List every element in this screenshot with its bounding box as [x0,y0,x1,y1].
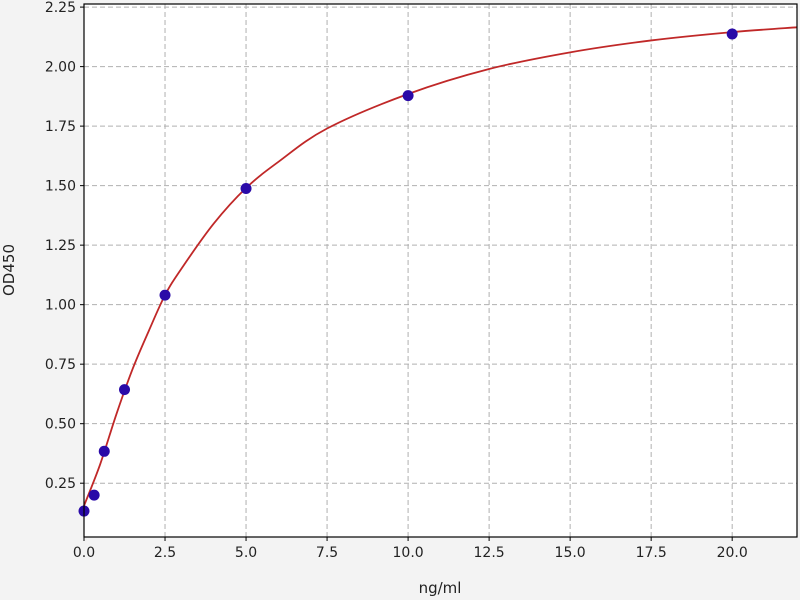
fit-curve [83,26,798,507]
y-tick-label: 1.25 [45,238,76,254]
y-ticks: 0.25 0.50 0.75 1.00 1.25 1.50 1.75 2.00 2.25 [45,0,84,492]
y-tick-label: 1.50 [45,179,76,195]
y-tick-label: 1.00 [45,298,76,314]
data-point [726,28,738,40]
data-point [119,384,131,396]
x-tick-label: 7.5 [316,545,338,561]
x-tick-label: 15.0 [555,545,586,561]
x-tick-label: 17.5 [636,545,667,561]
axes-frame [83,3,798,538]
x-axis-label: ng/ml [419,579,462,597]
x-tick-label: 12.5 [474,545,505,561]
y-tick-label: 2.25 [45,0,76,16]
x-tick-label: 10.0 [393,545,424,561]
y-axis-label: OD450 [0,244,18,296]
data-point [240,182,252,194]
x-tick-label: 2.5 [154,545,176,561]
y-tick-label: 1.75 [45,119,76,135]
y-tick-label: 0.25 [45,476,76,492]
x-tick-label: 20.0 [717,545,748,561]
plot-area [84,4,797,537]
x-ticks: 0.0 2.5 5.0 7.5 10.0 12.5 15.0 17.5 20.0 [73,537,748,561]
data-points [78,28,738,517]
grid [84,4,797,537]
y-tick-label: 0.75 [45,357,76,373]
x-tick-label: 5.0 [235,545,257,561]
data-point [98,445,110,457]
data-point [159,289,171,301]
data-point [402,90,414,102]
y-tick-label: 0.50 [45,417,76,433]
y-tick-label: 2.00 [45,60,76,76]
x-tick-label: 0.0 [73,545,95,561]
fit-curve-group [83,26,798,507]
data-point [88,489,100,501]
